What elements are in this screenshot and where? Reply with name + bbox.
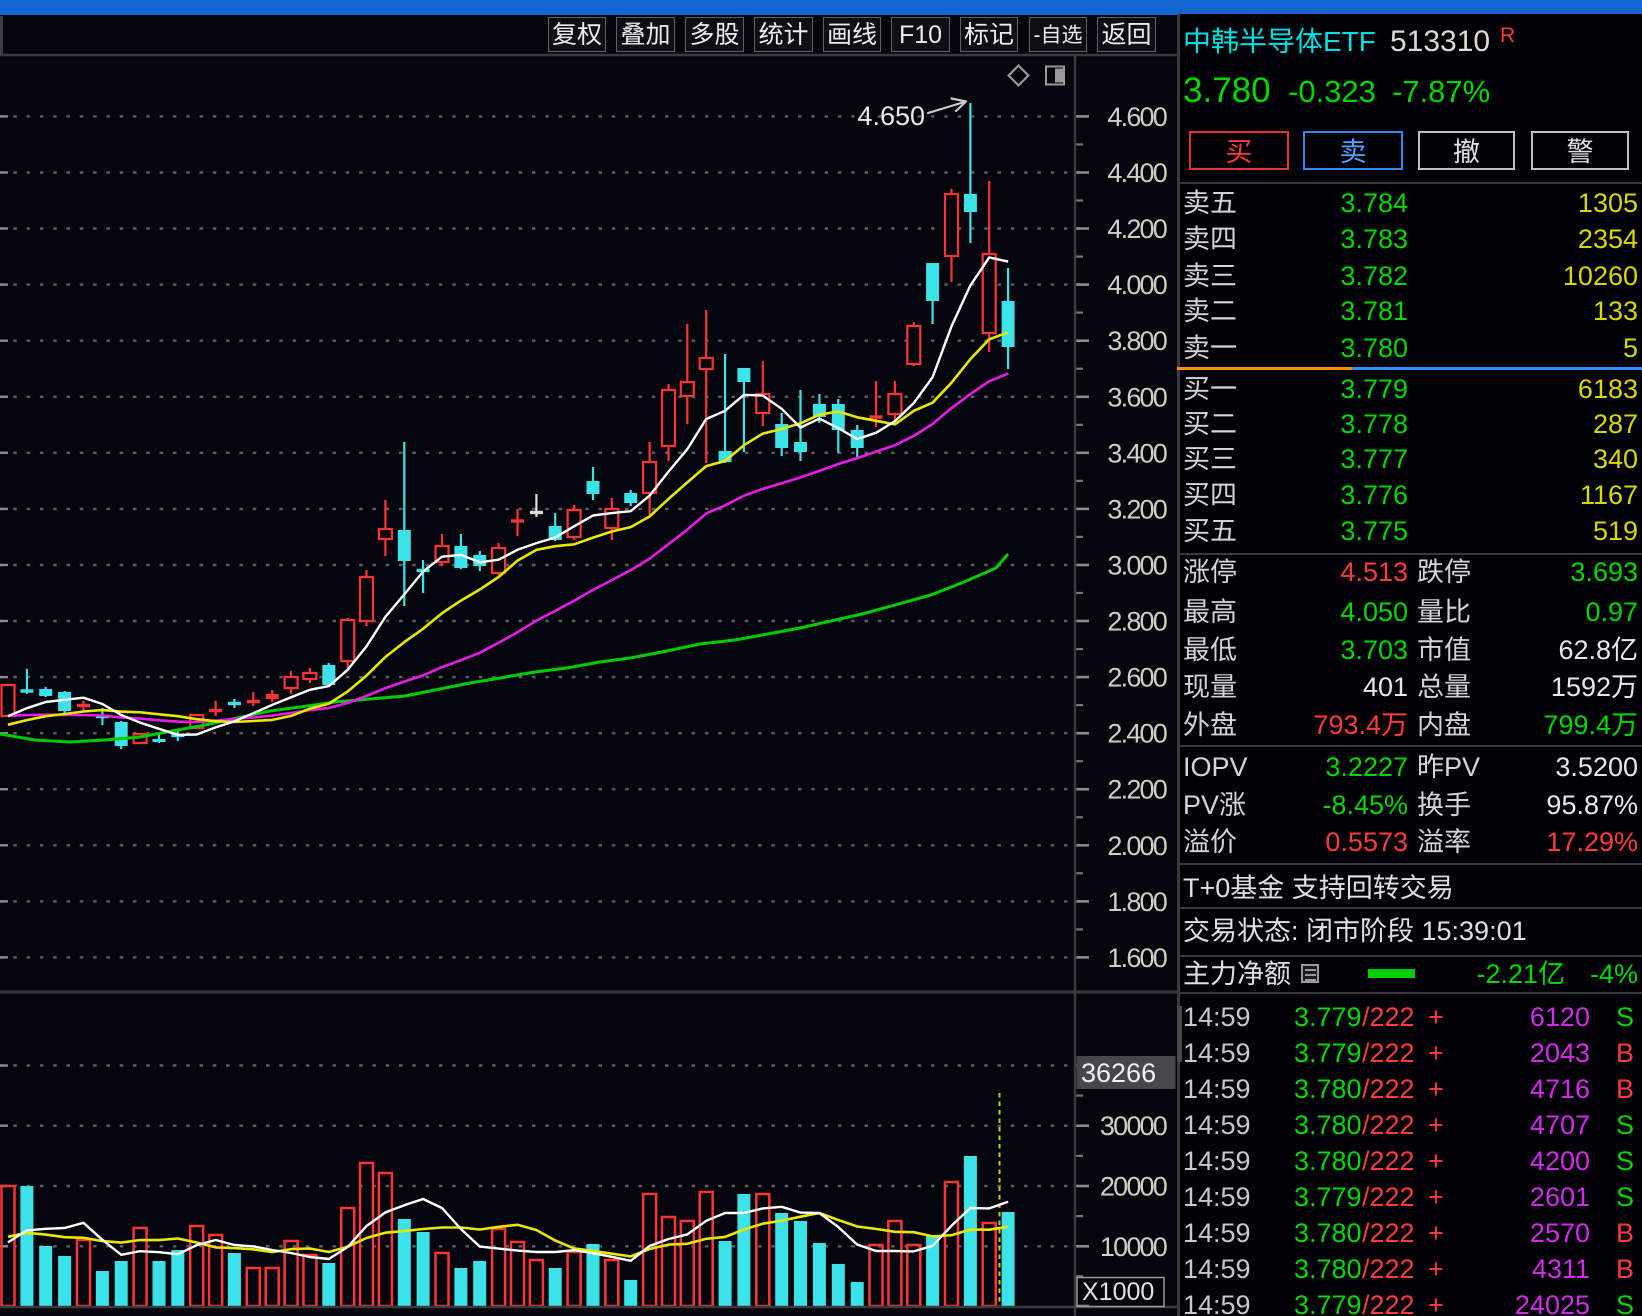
svg-text:2.800: 2.800 <box>1107 607 1166 637</box>
svg-text:2.200: 2.200 <box>1107 775 1166 805</box>
svg-text:10000: 10000 <box>1100 1232 1167 1262</box>
svg-text:1.600: 1.600 <box>1107 943 1166 973</box>
svg-text:4.200: 4.200 <box>1107 214 1166 244</box>
svg-text:4.650: 4.650 <box>857 101 925 131</box>
svg-text:X1000: X1000 <box>1082 1278 1154 1306</box>
svg-text:3.800: 3.800 <box>1107 326 1166 356</box>
svg-text:2.600: 2.600 <box>1107 663 1166 693</box>
svg-text:3.000: 3.000 <box>1107 550 1166 580</box>
svg-text:4.000: 4.000 <box>1107 270 1166 300</box>
svg-text:1.800: 1.800 <box>1107 887 1166 917</box>
svg-text:36266: 36266 <box>1081 1058 1156 1088</box>
svg-text:20000: 20000 <box>1100 1172 1167 1202</box>
svg-text:3.200: 3.200 <box>1107 494 1166 524</box>
svg-text:30000: 30000 <box>1100 1111 1167 1141</box>
svg-text:2.400: 2.400 <box>1107 719 1166 749</box>
svg-text:3.600: 3.600 <box>1107 382 1166 412</box>
svg-text:2.000: 2.000 <box>1107 831 1166 861</box>
svg-text:4.600: 4.600 <box>1107 102 1166 132</box>
svg-text:3.400: 3.400 <box>1107 438 1166 468</box>
svg-text:4.400: 4.400 <box>1107 158 1166 188</box>
